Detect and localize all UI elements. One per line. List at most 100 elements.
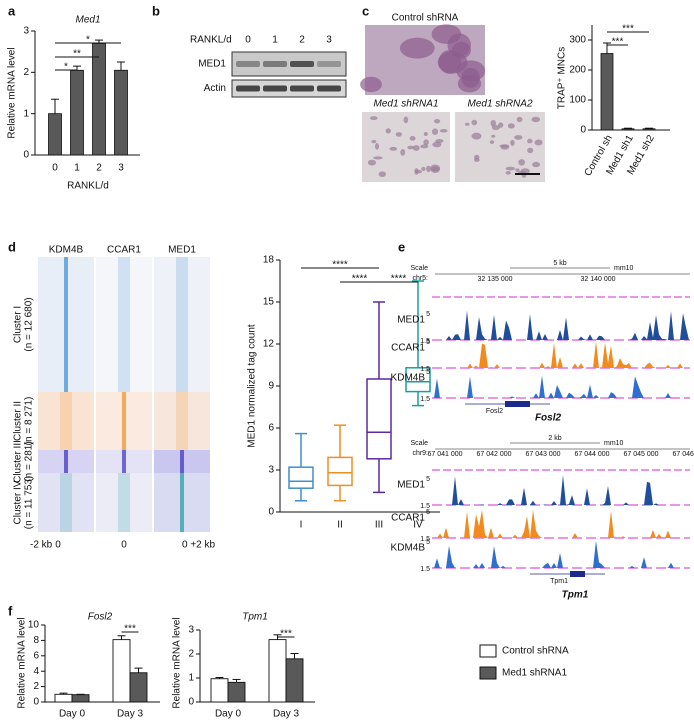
- y-axis-label: Relative mRNA level: [172, 617, 183, 708]
- y-tick-label: 1: [23, 108, 29, 119]
- significance-label: ***: [280, 629, 292, 640]
- y-tick-label: 8: [33, 635, 39, 646]
- cell: [474, 154, 480, 160]
- gene-label: Fosl2: [535, 413, 562, 424]
- y-tick-label: 300: [569, 35, 586, 46]
- blot-band-box: [231, 79, 347, 98]
- cell: [527, 147, 534, 154]
- heatmap-column: CCAR1: [107, 245, 141, 256]
- cell: [367, 159, 377, 166]
- bar: [227, 681, 246, 703]
- cell: [395, 132, 402, 137]
- cell: [489, 140, 495, 145]
- y-tick-label: 2: [33, 681, 39, 692]
- cell: [421, 166, 426, 171]
- blot-treatment: RANKL/d: [190, 35, 232, 46]
- y-tick-label: 2: [23, 67, 29, 78]
- cell: [399, 37, 435, 59]
- micrograph-label: Med1 shRNA2: [467, 99, 532, 110]
- cell: [403, 116, 409, 124]
- y-tick-label: 12: [263, 339, 275, 350]
- x-tick-label: 0: [52, 163, 58, 174]
- y-tick-label: 0: [33, 697, 39, 708]
- y-axis-label: Relative mRNA level: [7, 47, 18, 138]
- blot-band: [236, 85, 260, 92]
- chart-title: Tpm1: [242, 612, 268, 623]
- bar: [92, 43, 106, 156]
- bar: [285, 658, 304, 703]
- cell: [505, 171, 511, 175]
- heatmap-block: [154, 257, 210, 392]
- bar: [642, 128, 656, 131]
- cell: [371, 139, 377, 144]
- cluster-count: (n = 281): [24, 441, 35, 481]
- y-tick-label: 15: [263, 297, 275, 308]
- bar: [112, 639, 131, 703]
- blot-band: [317, 61, 341, 67]
- heatmap-center: [180, 473, 184, 532]
- cell: [431, 128, 439, 135]
- y-tick-label: 9: [268, 381, 274, 392]
- track-name: KDM4B: [391, 373, 426, 384]
- heatmap-block: [154, 392, 210, 450]
- scale-bar-label: 5 kb: [553, 260, 566, 267]
- coord-label: 67 046 000: [672, 451, 694, 458]
- cell: [465, 122, 470, 126]
- significance-label: ****: [391, 274, 407, 285]
- track-name: CCAR1: [391, 343, 425, 354]
- heatmap-column: MED1: [168, 245, 196, 256]
- cell: [432, 141, 442, 148]
- heatmap-block: [96, 473, 152, 532]
- y-tick-label: 0: [23, 150, 29, 161]
- gene-exon: [505, 401, 530, 407]
- chrom-label: chr9:: [412, 450, 428, 457]
- y-tick-label: 18: [263, 255, 275, 266]
- x-tick-label: Day 0: [215, 709, 242, 720]
- y-tick-label: 1: [188, 673, 194, 684]
- cell: [431, 24, 462, 44]
- heatmap-x-label: -2 kb: [30, 540, 53, 551]
- track-min: 1.5: [420, 338, 430, 345]
- coord-label: 32 140 000: [580, 276, 615, 283]
- heatmap-center: [176, 392, 188, 450]
- signal: [432, 540, 690, 568]
- assembly-label: mm10: [604, 440, 624, 447]
- cell: [420, 144, 429, 149]
- cell: [518, 159, 525, 166]
- bar: [114, 69, 128, 156]
- x-tick-label: 2: [96, 163, 102, 174]
- signal: [432, 375, 690, 398]
- cluster-name: Cluster II: [13, 401, 24, 441]
- x-tick-label: IV: [413, 520, 423, 531]
- blot-band-label: MED1: [198, 59, 226, 70]
- cluster-count: (n = 12 680): [24, 297, 35, 351]
- heatmap-center: [60, 392, 72, 450]
- cell: [499, 144, 510, 148]
- y-tick-label: 6: [268, 423, 274, 434]
- heatmap-x-label: 0: [55, 540, 61, 551]
- y-axis-label: Relative mRNA level: [17, 617, 28, 708]
- y-tick-label: 6: [33, 650, 39, 661]
- track-min: 1.5: [420, 366, 430, 373]
- gene-label: Tpm1: [562, 590, 589, 601]
- blot-lane: 3: [326, 35, 332, 46]
- y-axis-label: MED1 normalized tag count: [247, 324, 258, 448]
- cell: [407, 145, 414, 150]
- heatmap-center: [118, 473, 130, 532]
- y-tick-label: 3: [23, 26, 29, 37]
- assembly-label: mm10: [614, 265, 634, 272]
- blot-band: [290, 61, 314, 67]
- significance-label: *: [86, 35, 90, 46]
- legend-swatch: [479, 666, 497, 680]
- cell: [423, 139, 429, 146]
- cell: [373, 156, 383, 160]
- cell: [527, 138, 533, 144]
- significance-label: ***: [124, 624, 136, 635]
- bar: [210, 678, 229, 703]
- x-tick-label: 1: [74, 163, 80, 174]
- x-axis-label: RANKL/d: [67, 181, 109, 192]
- legend-label: Control shRNA: [502, 646, 569, 657]
- heatmap-block: [38, 473, 94, 532]
- bar: [129, 672, 148, 703]
